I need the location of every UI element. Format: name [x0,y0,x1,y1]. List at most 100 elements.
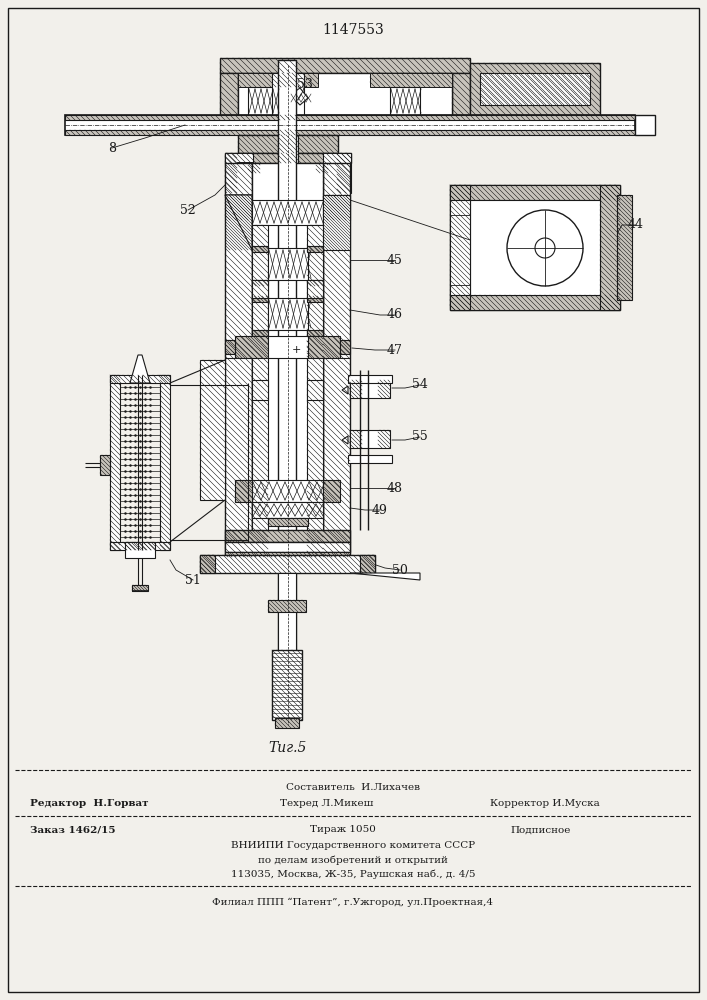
Bar [307,330,323,336]
Bar [248,87,278,115]
Bar [225,153,351,163]
Bar [238,73,452,115]
Bar [348,375,392,383]
Bar [65,115,635,135]
Bar [268,518,308,526]
Bar [278,573,296,653]
Text: 48: 48 [387,482,403,494]
Bar [617,195,632,300]
Bar [225,552,350,557]
Bar [252,480,323,502]
Bar [307,280,323,286]
Text: Редактор  Н.Горват: Редактор Н.Горват [30,800,148,808]
Bar [450,185,620,200]
Bar [220,58,470,73]
Bar [252,246,268,252]
Bar [323,153,351,193]
Polygon shape [225,195,252,250]
Text: 45: 45 [387,253,403,266]
Bar [238,135,338,153]
Bar [248,163,260,173]
Bar [238,73,318,87]
Text: 50: 50 [392,564,408,576]
Bar [323,195,350,220]
Bar [252,280,268,298]
Bar [470,200,600,295]
Text: +: + [291,345,300,355]
Bar [268,336,308,358]
Bar [200,555,375,573]
Text: Тираж 1050: Тираж 1050 [310,826,376,834]
Text: 51: 51 [185,574,201,586]
Bar [125,542,155,558]
Text: 8: 8 [108,141,116,154]
Bar [110,375,170,383]
Bar [268,248,308,280]
Bar [100,455,110,475]
Text: 46: 46 [387,308,403,322]
Bar [252,225,268,555]
Text: 44: 44 [628,219,644,232]
Bar [268,600,306,612]
Bar [307,280,323,298]
Bar [252,163,323,555]
Bar [348,455,392,463]
Text: 54: 54 [412,378,428,391]
Bar [252,330,268,336]
Bar [275,718,299,728]
Text: по делам изобретений и открытий: по делам изобретений и открытий [258,855,448,865]
Bar [220,73,238,115]
Text: Техред Л.Микеш: Техред Л.Микеш [280,800,373,808]
Bar [452,73,470,115]
Bar [252,380,268,400]
Text: 52: 52 [180,204,196,217]
Polygon shape [342,386,348,394]
Circle shape [507,210,583,286]
Bar [390,87,420,115]
Bar [252,296,268,302]
Bar [65,130,635,135]
Bar [225,340,235,354]
Circle shape [535,238,555,258]
Bar [360,555,375,573]
Bar [252,200,323,225]
Bar [252,280,268,286]
Text: 53: 53 [297,78,313,91]
Bar [323,195,350,250]
Bar [160,375,170,550]
Bar [480,73,590,105]
Bar [225,163,252,555]
Bar [307,246,323,252]
Bar [307,225,323,555]
Polygon shape [130,355,150,383]
Bar [470,63,600,115]
Bar [110,375,120,550]
Text: 47: 47 [387,344,403,357]
Text: Подписное: Подписное [510,826,571,834]
Bar [316,163,328,173]
Bar [65,115,635,120]
Bar [278,135,298,163]
Text: Составитель  И.Лихачев: Составитель И.Лихачев [286,784,420,792]
Bar [307,336,340,358]
Text: 113035, Москва, Ж-35, Раушская наб., д. 4/5: 113035, Москва, Ж-35, Раушская наб., д. … [230,869,475,879]
Bar [450,185,620,310]
Bar [237,162,253,174]
Bar [272,73,304,115]
Bar [323,480,340,502]
Bar [350,430,390,448]
Text: 49: 49 [372,504,388,516]
Bar [132,585,148,591]
Bar [280,60,296,115]
Text: Заказ 1462/15: Заказ 1462/15 [30,826,115,834]
Bar [252,502,323,518]
Bar [268,298,308,330]
Bar [278,60,296,715]
Bar [307,296,323,302]
Text: 55: 55 [412,430,428,444]
Bar [635,115,655,135]
Polygon shape [342,436,348,444]
Bar [350,380,390,398]
Bar [450,200,470,295]
Polygon shape [225,195,252,220]
